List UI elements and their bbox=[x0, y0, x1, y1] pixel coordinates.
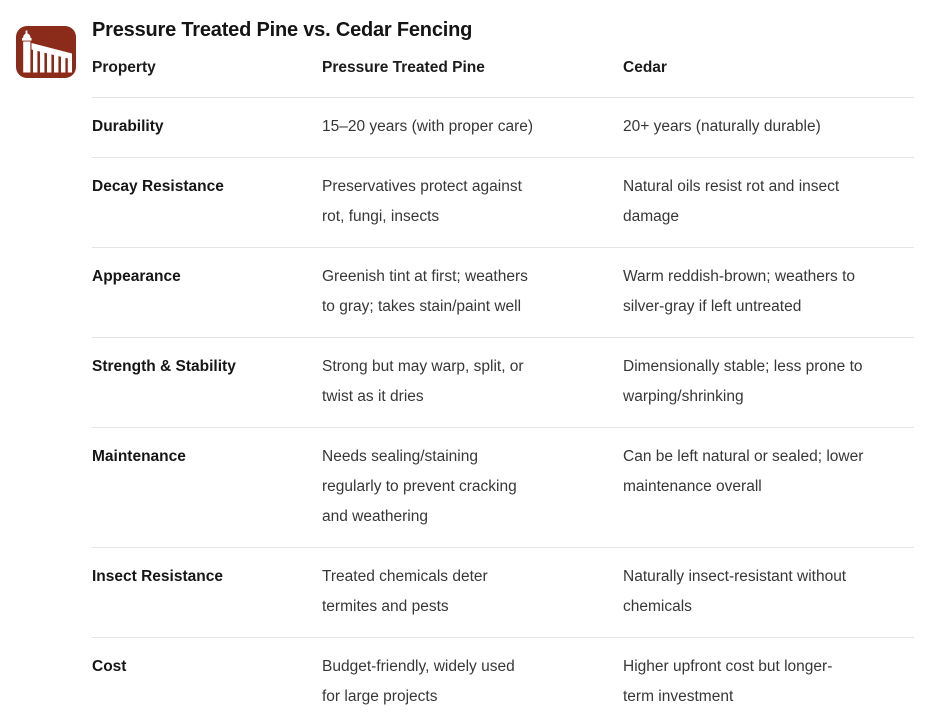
cedar-cell: Naturally insect-resistant without chemi… bbox=[623, 568, 847, 615]
table-row: Cost Budget-friendly, widely used for la… bbox=[92, 638, 914, 714]
pine-cell: Preservatives protect against rot, fungi… bbox=[322, 178, 522, 225]
property-cell: Appearance bbox=[92, 268, 181, 285]
property-cell: Strength & Stability bbox=[92, 358, 236, 375]
table-header-row: Property Pressure Treated Pine Cedar bbox=[92, 44, 914, 98]
comparison-page: Pressure Treated Pine vs. Cedar Fencing … bbox=[0, 16, 936, 714]
pine-cell: Greenish tint at first; weathers to gray… bbox=[322, 268, 528, 315]
property-cell: Cost bbox=[92, 658, 127, 675]
property-cell: Decay Resistance bbox=[92, 178, 224, 195]
comparison-table: Property Pressure Treated Pine Cedar Dur… bbox=[92, 44, 914, 714]
fence-logo-icon bbox=[16, 26, 76, 78]
pine-cell: 15–20 years (with proper care) bbox=[322, 118, 534, 135]
property-cell: Durability bbox=[92, 118, 164, 135]
cedar-cell: Dimensionally stable; less prone to warp… bbox=[623, 358, 863, 405]
cedar-cell: Higher upfront cost but longer- term inv… bbox=[623, 658, 833, 705]
pine-cell: Strong but may warp, split, or twist as … bbox=[322, 358, 524, 405]
table-row: Durability 15–20 years (with proper care… bbox=[92, 98, 914, 158]
column-header-cedar: Cedar bbox=[623, 59, 667, 76]
cedar-cell: Warm reddish-brown; weathers to silver-g… bbox=[623, 268, 856, 315]
table-row: Insect Resistance Treated chemicals dete… bbox=[92, 548, 914, 638]
pine-cell: Needs sealing/staining regularly to prev… bbox=[322, 448, 517, 525]
pine-cell: Budget-friendly, widely used for large p… bbox=[322, 658, 515, 705]
pine-cell: Treated chemicals deter termites and pes… bbox=[322, 568, 488, 615]
table-row: Strength & Stability Strong but may warp… bbox=[92, 338, 914, 428]
column-header-pine: Pressure Treated Pine bbox=[322, 59, 485, 76]
cedar-cell: Natural oils resist rot and insect damag… bbox=[623, 178, 840, 225]
table-row: Decay Resistance Preservatives protect a… bbox=[92, 158, 914, 248]
property-cell: Insect Resistance bbox=[92, 568, 223, 585]
table-row: Maintenance Needs sealing/staining regul… bbox=[92, 428, 914, 548]
property-cell: Maintenance bbox=[92, 448, 186, 465]
column-header-property: Property bbox=[92, 59, 156, 76]
cedar-cell: Can be left natural or sealed; lower mai… bbox=[623, 448, 864, 495]
cedar-cell: 20+ years (naturally durable) bbox=[623, 118, 821, 135]
page-title: Pressure Treated Pine vs. Cedar Fencing bbox=[92, 19, 473, 41]
comparison-table-body: Durability 15–20 years (with proper care… bbox=[92, 98, 914, 714]
content-area: Pressure Treated Pine vs. Cedar Fencing … bbox=[92, 16, 914, 714]
table-row: Appearance Greenish tint at first; weath… bbox=[92, 248, 914, 338]
